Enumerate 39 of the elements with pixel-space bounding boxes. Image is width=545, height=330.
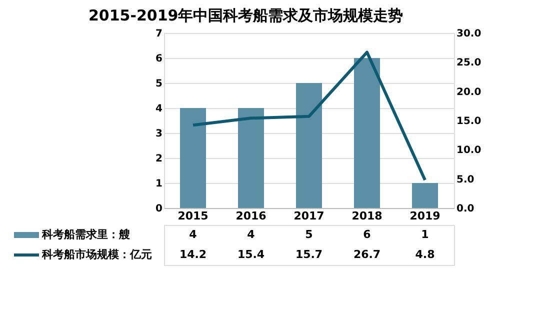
bar [296, 83, 322, 208]
data-label: 14.2 [179, 248, 207, 261]
y-tick-label: 3 [156, 128, 163, 140]
y-tick-label: 2 [156, 154, 163, 164]
data-label: 15.4 [237, 248, 265, 261]
data-label: 4 [189, 228, 198, 241]
y2-tick-label: 0.0 [456, 204, 474, 214]
y-tick-label: 5 [156, 78, 163, 90]
data-label: 4.8 [415, 248, 435, 261]
bar [180, 108, 206, 208]
x-tick-label: 2019 [410, 210, 440, 222]
y-tick-label: 0 [156, 204, 163, 214]
data-label: 1 [421, 228, 429, 241]
y-tick-label: 1 [156, 178, 163, 190]
data-label: 5 [305, 228, 313, 241]
data-label: 26.7 [353, 248, 381, 261]
bar [238, 108, 264, 208]
x-tick-label: 2018 [352, 210, 382, 222]
bar [412, 183, 438, 208]
data-label: 4 [247, 228, 256, 241]
y2-tick-label: 20.0 [456, 86, 482, 98]
y-tick-label: 4 [156, 104, 163, 114]
x-tick-label: 2015 [178, 210, 208, 222]
y2-tick-label: 15.0 [456, 116, 482, 127]
chart-title: 2015-2019年中国科考船需求及市场规模走势 [88, 6, 404, 24]
y2-tick-label: 30.0 [456, 28, 482, 40]
line-series [192, 50, 426, 182]
x-tick-label: 2017 [294, 210, 324, 222]
data-label: 15.7 [295, 248, 323, 261]
x-tick-label: 2016 [236, 210, 267, 222]
data-label: 6 [363, 228, 372, 241]
y2-tick-label: 25.0 [456, 58, 482, 69]
legend-label: 科考船需求里：艘 [41, 228, 130, 241]
bar [354, 58, 380, 208]
y2-tick-label: 5.0 [456, 174, 474, 186]
y2-tick-label: 10.0 [456, 145, 482, 156]
legend-label: 科考船市场规模：亿元 [41, 248, 152, 261]
y-tick-label: 7 [156, 28, 163, 40]
y-tick-label: 6 [156, 54, 163, 64]
